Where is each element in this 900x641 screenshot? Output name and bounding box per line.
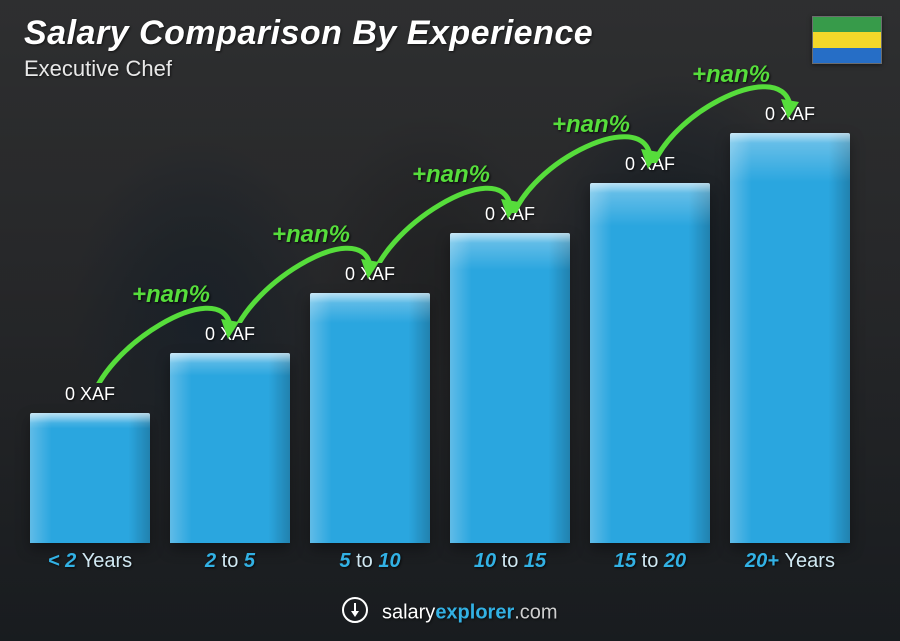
- x-axis-label: 15 to 20: [580, 550, 720, 573]
- bar: [170, 353, 290, 543]
- bar-wrap: 0 XAF: [590, 183, 710, 543]
- x-axis-label: < 2 Years: [20, 550, 160, 573]
- bar-wrap: 0 XAF: [30, 413, 150, 543]
- bar-wrap: 0 XAF: [450, 233, 570, 543]
- bar-value-label: 0 XAF: [310, 264, 430, 285]
- brand-tld: .com: [514, 601, 557, 623]
- chart-subtitle: Executive Chef: [24, 56, 172, 82]
- bar-value-label: 0 XAF: [590, 154, 710, 175]
- bar-value-label: 0 XAF: [450, 204, 570, 225]
- chart-title: Salary Comparison By Experience: [24, 14, 593, 53]
- pct-increase-label: +nan%: [692, 61, 770, 89]
- flag-stripe-3: [813, 48, 881, 63]
- bar-wrap: 0 XAF: [170, 353, 290, 543]
- flag-stripe-1: [813, 17, 881, 32]
- x-axis-label: 5 to 10: [300, 550, 440, 573]
- bar-value-label: 0 XAF: [170, 324, 290, 345]
- logo-icon: [342, 597, 368, 629]
- x-axis-label: 2 to 5: [160, 550, 300, 573]
- brand-text-2: explorer: [435, 601, 514, 623]
- bar: [30, 413, 150, 543]
- footer-attribution: salaryexplorer.com: [0, 597, 900, 629]
- pct-increase-label: +nan%: [412, 161, 490, 189]
- bar: [310, 293, 430, 543]
- chart-stage: Salary Comparison By Experience Executiv…: [0, 0, 900, 641]
- brand-text-1: salary: [382, 601, 435, 623]
- flag-icon: [812, 16, 882, 64]
- pct-increase-label: +nan%: [272, 221, 350, 249]
- bar-chart: 0 XAF < 2 Years 0 XAF 2 to 5 0 XAF 5 to 10 0 X…: [20, 100, 860, 571]
- bar: [450, 233, 570, 543]
- x-axis-label: 20+ Years: [720, 550, 860, 573]
- bar-value-label: 0 XAF: [30, 384, 150, 405]
- bar-wrap: 0 XAF: [310, 293, 430, 543]
- bar-value-label: 0 XAF: [730, 104, 850, 125]
- bar: [730, 133, 850, 543]
- bar-wrap: 0 XAF: [730, 133, 850, 543]
- pct-increase-label: +nan%: [552, 111, 630, 139]
- pct-increase-label: +nan%: [132, 281, 210, 309]
- flag-stripe-2: [813, 32, 881, 47]
- x-axis-label: 10 to 15: [440, 550, 580, 573]
- bar: [590, 183, 710, 543]
